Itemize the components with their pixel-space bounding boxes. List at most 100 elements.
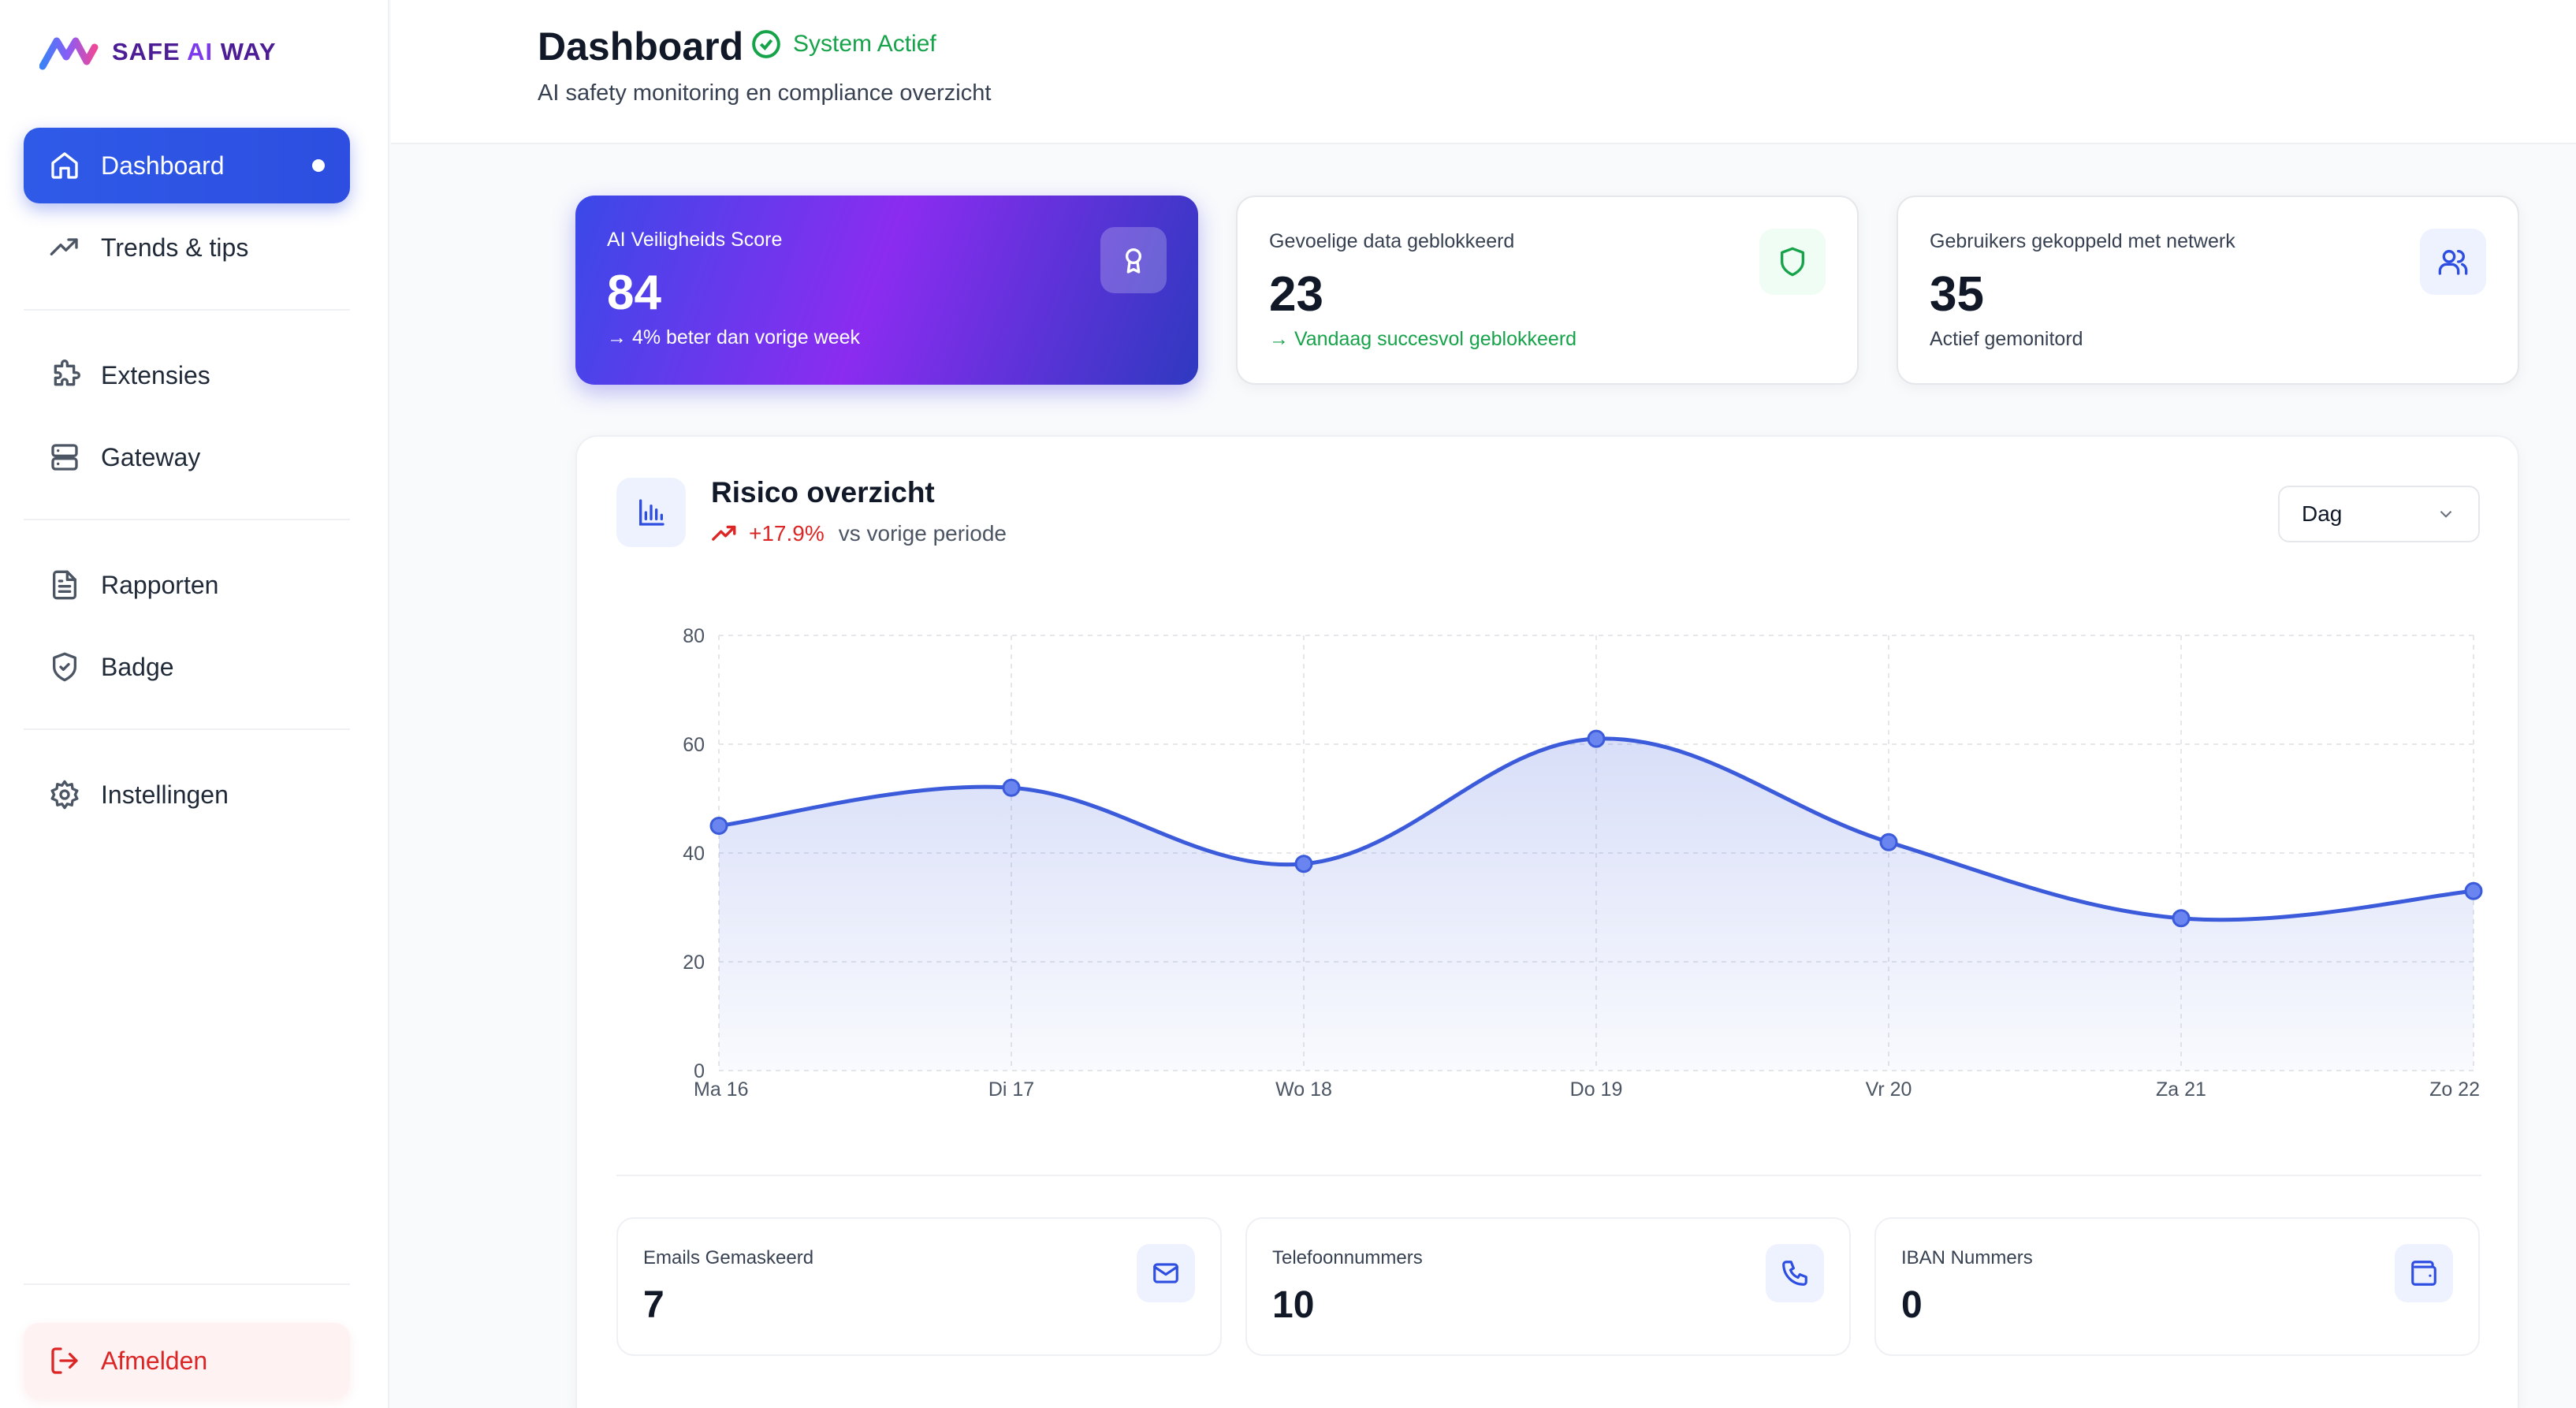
status-text: System Actief bbox=[793, 31, 936, 57]
trending-up-icon bbox=[712, 525, 736, 541]
logout-button[interactable]: Afmelden bbox=[24, 1323, 350, 1399]
status-badge: System Actief bbox=[750, 28, 936, 60]
x-tick-label: Wo 18 bbox=[1275, 1078, 1332, 1101]
home-icon bbox=[51, 152, 78, 179]
stat-label: AI Veiligheids Score bbox=[607, 229, 783, 251]
risk-data-point[interactable] bbox=[1294, 855, 1313, 873]
stat-icon-box bbox=[1759, 229, 1826, 295]
sidebar-item-label: Extensies bbox=[101, 360, 210, 389]
logo-text: SAFE AI WAY bbox=[112, 38, 277, 65]
sidebar-item-label: Dashboard bbox=[101, 151, 225, 180]
stat-label: Gebruikers gekoppeld met netwerk bbox=[1930, 230, 2235, 252]
mini-stat-label: Telefoonnummers bbox=[1272, 1247, 1423, 1268]
sidebar-item-label: Badge bbox=[101, 652, 174, 681]
users-icon bbox=[2438, 250, 2468, 275]
mini-stat-value: 7 bbox=[643, 1284, 664, 1326]
chevron-down-icon bbox=[2440, 510, 2452, 518]
sidebar-divider bbox=[24, 728, 350, 730]
phone-icon bbox=[1782, 1261, 1807, 1286]
mini-stat-label: IBAN Nummers bbox=[1901, 1247, 2033, 1268]
puzzle-icon bbox=[54, 359, 80, 386]
mini-stat-icon-box bbox=[1766, 1244, 1824, 1302]
stat-label: Gevoelige data geblokkeerd bbox=[1269, 230, 1515, 252]
period-select-value: Dag bbox=[2302, 501, 2343, 526]
y-tick-label: 0 bbox=[694, 1060, 705, 1082]
mini-stat-icon-box bbox=[2395, 1244, 2453, 1302]
panel-title: Risico overzicht bbox=[711, 476, 935, 508]
y-tick-label: 40 bbox=[683, 843, 705, 865]
sidebar-divider bbox=[24, 1283, 350, 1285]
y-tick-label: 60 bbox=[683, 734, 705, 756]
x-tick-label: Ma 16 bbox=[694, 1078, 748, 1101]
risk-data-point[interactable] bbox=[1002, 778, 1021, 797]
stat-card-safety-score: AI Veiligheids Score 84 → 4% beter dan v… bbox=[575, 196, 1198, 385]
sidebar-item-dashboard[interactable]: Dashboard bbox=[24, 128, 350, 203]
page-header: Dashboard System Actief AI safety monito… bbox=[391, 0, 2576, 144]
sidebar-item-trends[interactable]: Trends & tips bbox=[24, 210, 350, 285]
sidebar-divider bbox=[24, 309, 350, 311]
risk-data-point[interactable] bbox=[2464, 881, 2483, 900]
mini-stat-value: 0 bbox=[1901, 1284, 1923, 1326]
risk-overview-panel: Risico overzicht +17.9% vs vorige period… bbox=[575, 435, 2519, 1408]
stat-value: 23 bbox=[1269, 267, 1323, 322]
trend-value: +17.9% bbox=[749, 521, 825, 546]
sidebar-divider bbox=[24, 519, 350, 520]
logo-mark-icon bbox=[39, 37, 99, 70]
logo[interactable]: SAFE AI WAY bbox=[39, 28, 277, 76]
risk-data-point[interactable] bbox=[1879, 833, 1898, 851]
logout-label: Afmelden bbox=[101, 1346, 208, 1375]
document-icon bbox=[53, 570, 77, 600]
stat-value: 84 bbox=[607, 266, 661, 320]
trending-up-icon bbox=[50, 238, 78, 255]
mini-stat-phones: Telefoonnummers 10 bbox=[1245, 1217, 1851, 1356]
stat-icon-box bbox=[1100, 227, 1167, 293]
risk-data-point[interactable] bbox=[2172, 909, 2191, 928]
sidebar-item-rapporten[interactable]: Rapporten bbox=[24, 547, 350, 623]
bar-chart-icon bbox=[639, 499, 664, 526]
mini-stat-emails: Emails Gemaskeerd 7 bbox=[616, 1217, 1222, 1356]
risk-data-point[interactable] bbox=[1587, 729, 1606, 748]
risk-area-fill bbox=[719, 738, 2474, 1071]
stat-value: 35 bbox=[1930, 267, 1984, 322]
check-circle-icon bbox=[752, 30, 780, 58]
sidebar-item-badge[interactable]: Badge bbox=[24, 629, 350, 705]
stat-card-blocked-data: Gevoelige data geblokkeerd 23 → Vandaag … bbox=[1236, 196, 1859, 385]
risk-chart: 0 20 40 60 80 Ma 16 Di 17 Wo 18 Do 19 Vr 20 Za 21 Z… bbox=[683, 625, 2483, 1101]
panel-divider bbox=[616, 1175, 2481, 1176]
sidebar-item-extensies[interactable]: Extensies bbox=[24, 337, 350, 413]
y-tick-label: 20 bbox=[683, 952, 705, 974]
x-tick-label: Do 19 bbox=[1570, 1078, 1623, 1101]
stat-card-users: Gebruikers gekoppeld met netwerk 35 Acti… bbox=[1897, 196, 2519, 385]
sidebar-item-label: Instellingen bbox=[101, 780, 229, 809]
sidebar-item-instellingen[interactable]: Instellingen bbox=[24, 757, 350, 833]
x-tick-label: Vr 20 bbox=[1866, 1078, 1912, 1101]
sidebar-item-gateway[interactable]: Gateway bbox=[24, 419, 350, 495]
stat-note: Actief gemonitord bbox=[1930, 328, 2083, 350]
wallet-icon bbox=[2411, 1261, 2436, 1286]
logout-icon bbox=[51, 1347, 78, 1374]
mini-stat-value: 10 bbox=[1272, 1284, 1315, 1326]
stat-note: → 4% beter dan vorige week bbox=[607, 326, 861, 348]
sidebar-item-label: Rapporten bbox=[101, 570, 219, 599]
stat-note: → Vandaag succesvol geblokkeerd bbox=[1269, 328, 1577, 350]
sidebar-item-label: Trends & tips bbox=[101, 233, 249, 262]
sidebar: SAFE AI WAY Dashboard Trends & tips Exte… bbox=[0, 0, 389, 1408]
page-title: Dashboard bbox=[538, 24, 744, 69]
stat-icon-box bbox=[2420, 229, 2486, 295]
mail-icon bbox=[1153, 1263, 1178, 1283]
server-icon bbox=[51, 444, 78, 471]
risk-data-point[interactable] bbox=[709, 817, 728, 835]
trend-summary: +17.9% vs vorige periode bbox=[711, 520, 1007, 547]
panel-icon-box bbox=[616, 478, 686, 547]
page-subtitle: AI safety monitoring en compliance overz… bbox=[538, 80, 992, 106]
shield-icon bbox=[1781, 247, 1804, 277]
x-tick-label: Zo 22 bbox=[2429, 1078, 2480, 1101]
mini-stat-label: Emails Gemaskeerd bbox=[643, 1247, 814, 1268]
gear-icon bbox=[50, 780, 79, 810]
trend-label: vs vorige periode bbox=[838, 521, 1007, 546]
sidebar-item-label: Gateway bbox=[101, 442, 201, 471]
period-select[interactable]: Dag bbox=[2278, 486, 2480, 542]
active-indicator bbox=[312, 159, 325, 172]
x-tick-label: Za 21 bbox=[2156, 1078, 2206, 1101]
mini-stat-icon-box bbox=[1137, 1244, 1195, 1302]
